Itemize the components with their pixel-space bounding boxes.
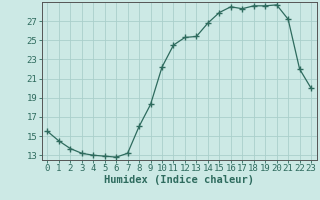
X-axis label: Humidex (Indice chaleur): Humidex (Indice chaleur) [104, 175, 254, 185]
